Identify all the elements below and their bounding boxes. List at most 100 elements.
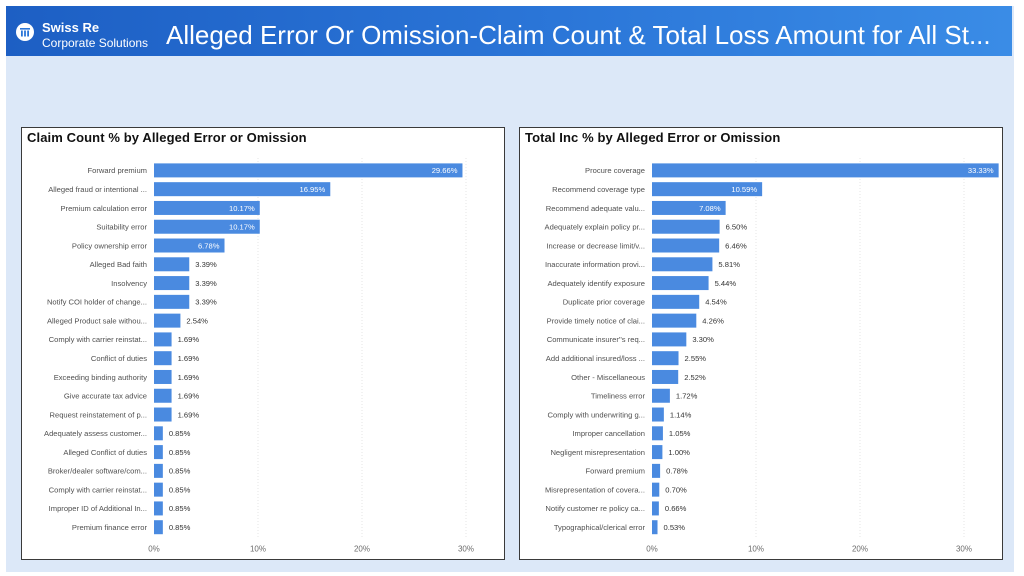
bar [154, 163, 463, 178]
data-label: 16.95% [300, 185, 326, 194]
x-tick-label: 30% [458, 545, 474, 554]
claim-count-chart-panel[interactable]: Claim Count % by Alleged Error or Omissi… [21, 127, 505, 560]
data-label: 0.85% [169, 448, 191, 457]
bar [154, 426, 163, 441]
category-label: Improper ID of Additional In... [49, 504, 147, 513]
chart-title: Total Inc % by Alleged Error or Omission [525, 130, 781, 145]
category-label: Suitability error [96, 223, 147, 232]
data-label: 10.17% [229, 204, 255, 213]
x-tick-label: 0% [148, 545, 160, 554]
data-label: 10.59% [731, 185, 757, 194]
bar [652, 463, 661, 478]
x-tick-label: 30% [956, 545, 972, 554]
data-label: 29.66% [432, 166, 458, 175]
bar [652, 407, 664, 422]
bar [652, 332, 687, 347]
category-label: Misrepresentation of covera... [545, 485, 645, 494]
data-label: 6.78% [198, 241, 220, 250]
data-label: 3.30% [692, 335, 714, 344]
data-label: 1.05% [669, 429, 691, 438]
bar [154, 369, 172, 384]
category-label: Adequately identify exposure [547, 279, 645, 288]
bar [652, 482, 660, 497]
category-label: Increase or decrease limit/v... [546, 241, 645, 250]
category-label: Notify customer re policy ca... [545, 504, 645, 513]
data-label: 1.69% [178, 373, 200, 382]
bar [154, 501, 163, 516]
bar [652, 313, 697, 328]
data-label: 1.72% [676, 392, 698, 401]
category-label: Duplicate prior coverage [563, 298, 645, 307]
data-label: 0.70% [665, 485, 687, 494]
category-label: Adequately assess customer... [44, 429, 147, 438]
bar [154, 182, 331, 197]
claim-count-bar-chart: 0% 10% 20% 30% Forward premium 29.66% Alleged … [44, 158, 474, 554]
bar [154, 313, 181, 328]
category-label: Conflict of duties [91, 354, 147, 363]
data-label: 7.08% [699, 204, 721, 213]
bar [652, 501, 659, 516]
category-label: Timeliness error [591, 392, 646, 401]
bar [652, 369, 679, 384]
data-label: 1.69% [178, 392, 200, 401]
data-label: 1.00% [668, 448, 690, 457]
bar [154, 257, 190, 272]
bar [154, 294, 190, 309]
category-label: Alleged Product sale withou... [47, 316, 147, 325]
category-label: Alleged Conflict of duties [63, 448, 147, 457]
bar [652, 276, 709, 291]
category-label: Adequately explain policy pr... [545, 223, 645, 232]
category-label: Add additional insured/loss ... [546, 354, 645, 363]
data-label: 0.85% [169, 429, 191, 438]
bar [154, 219, 260, 234]
bar [652, 520, 658, 535]
bar [652, 351, 679, 366]
category-label: Procure coverage [585, 166, 645, 175]
x-tick-label: 0% [646, 545, 658, 554]
bar [154, 332, 172, 347]
data-label: 6.50% [726, 223, 748, 232]
category-label: Notify COI holder of change... [47, 298, 147, 307]
bar [154, 200, 260, 215]
category-label: Alleged Bad faith [90, 260, 147, 269]
category-label: Typographical/clerical error [554, 523, 646, 532]
bar [652, 238, 720, 253]
data-label: 0.85% [169, 467, 191, 476]
bar [154, 388, 172, 403]
data-label: 1.69% [178, 410, 200, 419]
bar [154, 482, 163, 497]
bar [154, 445, 163, 460]
x-tick-label: 10% [748, 545, 764, 554]
data-label: 3.39% [195, 279, 217, 288]
data-label: 5.44% [715, 279, 737, 288]
category-label: Recommend coverage type [552, 185, 645, 194]
total-inc-bar-chart: 0% 10% 20% 30% Procure coverage 33.33% Recomme… [545, 158, 999, 554]
bar [154, 463, 163, 478]
total-inc-chart-panel[interactable]: Total Inc % by Alleged Error or Omission… [519, 127, 1003, 560]
chart-title: Claim Count % by Alleged Error or Omissi… [27, 130, 307, 145]
category-label: Comply with carrier reinstat... [49, 335, 147, 344]
data-label: 4.26% [702, 316, 724, 325]
category-label: Policy ownership error [72, 241, 148, 250]
page-title: Alleged Error Or Omission-Claim Count & … [166, 20, 991, 50]
data-label: 2.52% [684, 373, 706, 382]
category-label: Provide timely notice of clai... [547, 316, 645, 325]
category-label: Forward premium [88, 166, 148, 175]
data-label: 2.55% [685, 354, 707, 363]
category-label: Negligent misrepresentation [550, 448, 645, 457]
data-label: 1.14% [670, 410, 692, 419]
category-label: Inaccurate information provi... [545, 260, 645, 269]
data-label: 0.85% [169, 504, 191, 513]
bar [154, 407, 172, 422]
data-label: 0.85% [169, 485, 191, 494]
swiss-re-logo-icon [16, 23, 34, 41]
brand-name: Swiss Re [42, 20, 100, 35]
category-label: Alleged fraud or intentional ... [48, 185, 147, 194]
category-label: Premium calculation error [60, 204, 147, 213]
bar [652, 163, 999, 178]
report-header: Swiss Re Corporate Solutions Alleged Err… [6, 6, 1012, 56]
data-label: 0.85% [169, 523, 191, 532]
data-label: 4.54% [705, 298, 727, 307]
bar [652, 388, 670, 403]
category-label: Insolvency [111, 279, 147, 288]
